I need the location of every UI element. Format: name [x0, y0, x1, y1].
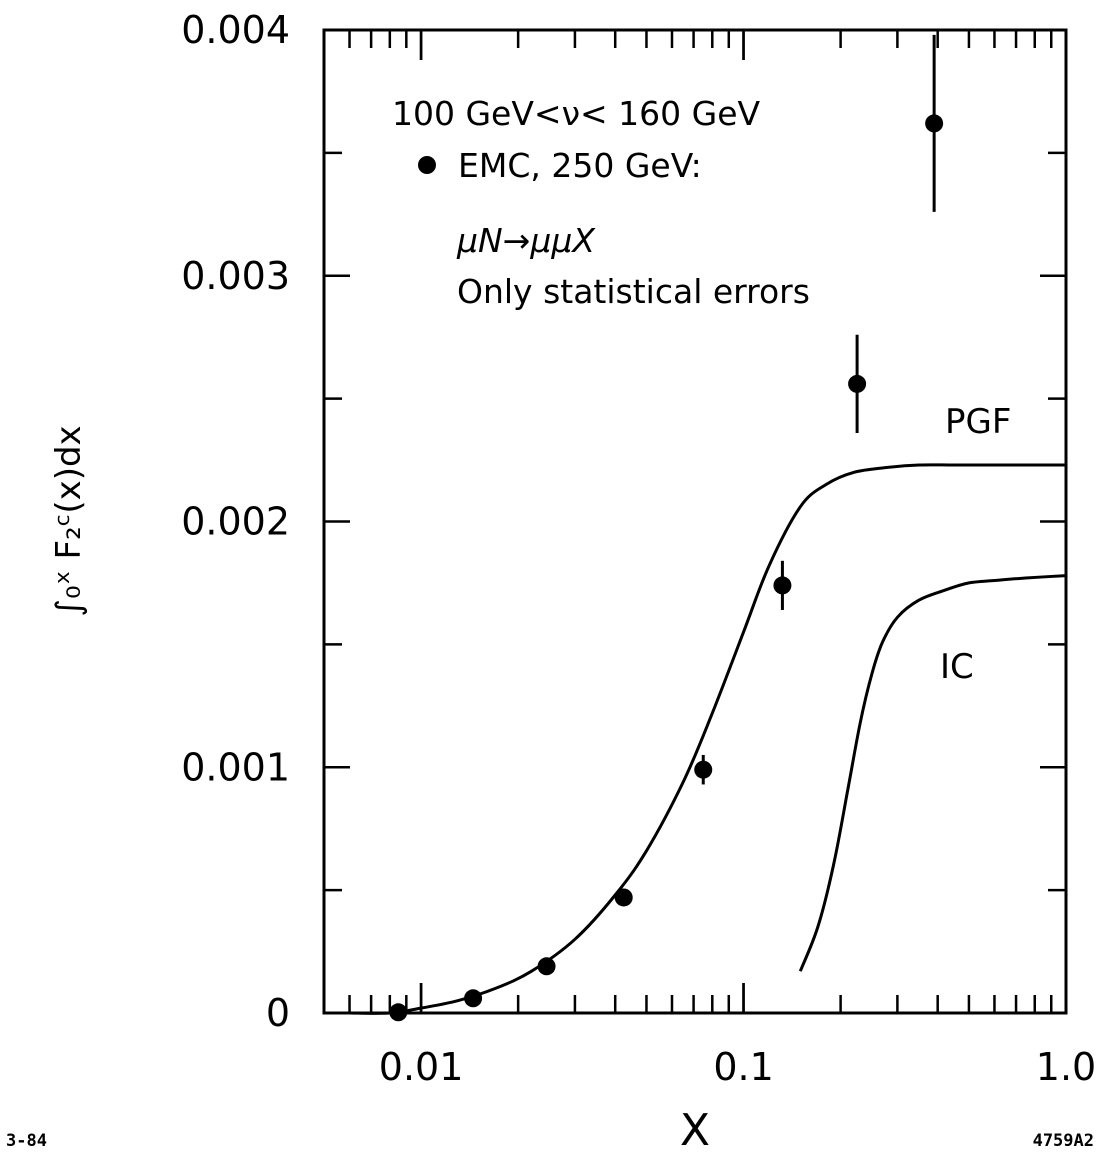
- data-point: [848, 374, 867, 393]
- x-tick-label: 0.1: [713, 1045, 773, 1089]
- legend-marker: [418, 156, 436, 174]
- x-tick-label: 0.01: [379, 1045, 464, 1089]
- data-point: [694, 760, 713, 779]
- curve-pgf: [349, 463, 1066, 1015]
- y-tick-labels: 0 0.001 0.002 0.003 0.004: [181, 8, 290, 1035]
- plot-frame: [322, 28, 1068, 1015]
- data-point: [614, 888, 633, 907]
- y-tick-label: 0.004: [181, 8, 290, 52]
- series-label-pgf: PGF: [945, 402, 1011, 442]
- data-points: [389, 34, 944, 1022]
- y-tick-label: 0.001: [181, 745, 290, 789]
- y-tick-label: 0: [266, 991, 290, 1035]
- curve-ic: [798, 574, 1067, 972]
- curves: [349, 463, 1067, 1015]
- data-point: [464, 989, 483, 1008]
- series-label-ic: IC: [940, 647, 974, 687]
- x-tick-label: 1.0: [1036, 1045, 1096, 1089]
- footer-right-code: 4759A2: [1033, 1131, 1094, 1151]
- x-tick-labels: 0.01 0.1 1.0: [379, 1045, 1096, 1089]
- annotation-process: μN→μμX: [456, 221, 596, 260]
- footer-left-code: 3-84: [6, 1131, 47, 1151]
- annotation-errors-note: Only statistical errors: [457, 272, 810, 311]
- annotation-nu-range: 100 GeV<ν< 160 GeV: [392, 94, 761, 133]
- data-point: [773, 576, 792, 595]
- data-point: [389, 1003, 408, 1022]
- y-axis-label: ∫₀ˣ F₂ᶜ(x)dx: [49, 425, 89, 616]
- data-point: [537, 957, 556, 976]
- annotation-block: 100 GeV<ν< 160 GeV EMC, 250 GeV: μN→μμX …: [392, 94, 810, 311]
- legend-emc-label: EMC, 250 GeV:: [458, 146, 702, 185]
- x-axis-label: X: [680, 1105, 710, 1154]
- data-point: [925, 114, 944, 133]
- y-tick-label: 0.003: [181, 254, 290, 298]
- y-tick-label: 0.002: [181, 500, 290, 544]
